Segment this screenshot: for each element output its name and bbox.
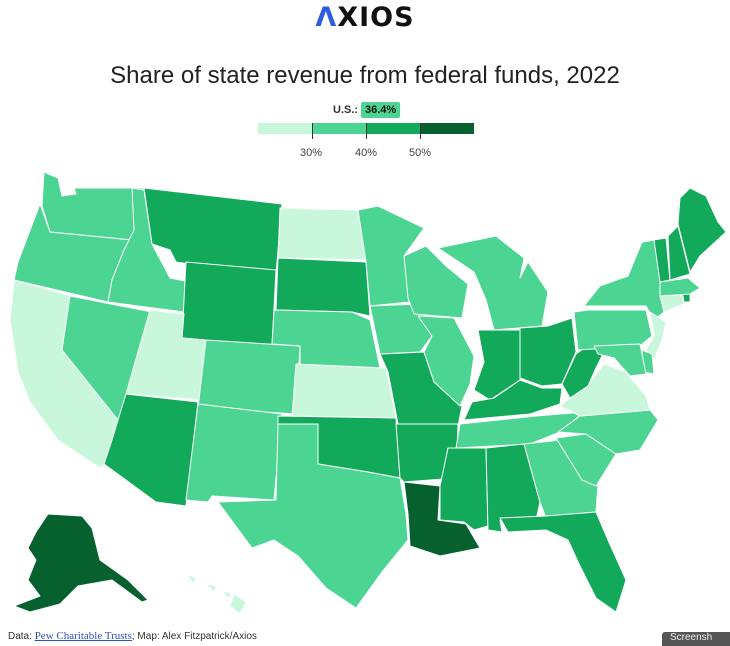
state-mi[interactable] bbox=[437, 235, 549, 331]
state-nh[interactable] bbox=[667, 225, 691, 281]
state-ma[interactable] bbox=[659, 277, 701, 297]
source-link[interactable]: Pew Charitable Trusts bbox=[34, 630, 132, 642]
legend-tick-30 bbox=[312, 123, 313, 139]
footer-credit: Data: Pew Charitable Trusts; Map: Alex F… bbox=[8, 630, 257, 642]
state-ks[interactable] bbox=[291, 363, 397, 419]
legend-label-30: 30% bbox=[300, 147, 323, 159]
legend-label-50: 50% bbox=[409, 147, 432, 159]
state-me[interactable] bbox=[677, 187, 727, 273]
state-ak[interactable] bbox=[13, 513, 149, 613]
state-wv[interactable] bbox=[561, 343, 605, 399]
state-pa[interactable] bbox=[573, 309, 653, 351]
state-co[interactable] bbox=[197, 339, 301, 415]
us-states-map bbox=[9, 171, 727, 615]
state-la[interactable] bbox=[403, 481, 481, 557]
state-ny[interactable] bbox=[583, 239, 665, 321]
state-mt[interactable] bbox=[143, 187, 283, 275]
us-average-value: 36.4% bbox=[361, 102, 401, 118]
state-ar[interactable] bbox=[395, 423, 459, 483]
state-md[interactable] bbox=[593, 343, 647, 377]
footer-map-credit: ; Map: Alex Fitzpatrick/Axios bbox=[131, 631, 257, 642]
axios-logo: ΛXIOS bbox=[0, 2, 730, 33]
legend-label-40: 40% bbox=[355, 147, 378, 159]
state-nd[interactable] bbox=[277, 207, 367, 261]
state-sd[interactable] bbox=[275, 257, 371, 317]
chart-title: Share of state revenue from federal fund… bbox=[110, 62, 620, 89]
state-wa[interactable] bbox=[41, 171, 145, 241]
legend-bin-40-50 bbox=[366, 123, 420, 134]
footer-data-prefix: Data: bbox=[8, 631, 35, 642]
axios-logo-mark: Λ bbox=[315, 2, 338, 33]
legend-tick-40 bbox=[366, 123, 367, 139]
legend-bin-30-40 bbox=[312, 123, 366, 134]
axios-logo-text: XIOS bbox=[337, 2, 415, 33]
state-nm[interactable] bbox=[185, 403, 283, 503]
screenshot-button[interactable]: Screensh bbox=[662, 632, 730, 646]
state-sc[interactable] bbox=[555, 433, 617, 487]
state-hi[interactable] bbox=[185, 573, 247, 615]
state-wi[interactable] bbox=[403, 245, 469, 319]
state-ky[interactable] bbox=[463, 379, 563, 421]
legend-tick-50 bbox=[420, 123, 421, 139]
legend-bin-lt30 bbox=[258, 123, 312, 134]
state-wy[interactable] bbox=[181, 261, 277, 347]
state-nj[interactable] bbox=[645, 311, 667, 361]
legend-bin-gt50 bbox=[420, 123, 474, 134]
state-tx[interactable] bbox=[217, 423, 409, 609]
state-ct[interactable] bbox=[659, 293, 685, 313]
state-fl[interactable] bbox=[499, 511, 627, 613]
state-ms[interactable] bbox=[439, 447, 489, 531]
us-average-label: U.S.: bbox=[333, 104, 359, 116]
state-il[interactable] bbox=[417, 315, 475, 407]
